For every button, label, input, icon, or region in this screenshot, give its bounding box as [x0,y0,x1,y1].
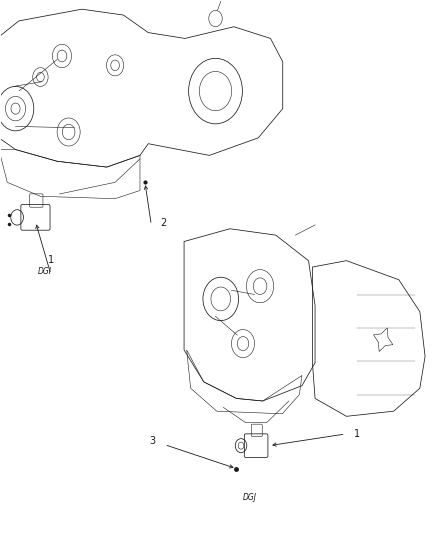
Text: 3: 3 [149,435,155,446]
Text: 1: 1 [48,255,54,265]
Text: DGJ: DGJ [243,494,257,503]
Text: DGI: DGI [37,268,51,277]
Text: 1: 1 [353,429,360,439]
Text: 2: 2 [160,218,166,228]
